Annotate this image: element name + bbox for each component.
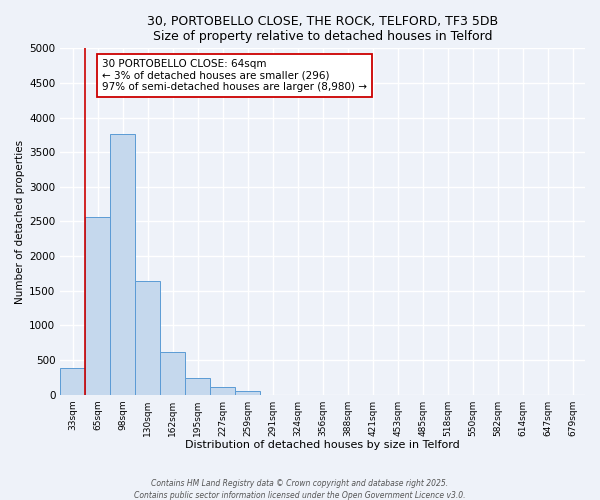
X-axis label: Distribution of detached houses by size in Telford: Distribution of detached houses by size …: [185, 440, 460, 450]
Bar: [235, 391, 260, 394]
Bar: [135, 281, 160, 394]
Title: 30, PORTOBELLO CLOSE, THE ROCK, TELFORD, TF3 5DB
Size of property relative to de: 30, PORTOBELLO CLOSE, THE ROCK, TELFORD,…: [147, 15, 498, 43]
Text: 30 PORTOBELLO CLOSE: 64sqm
← 3% of detached houses are smaller (296)
97% of semi: 30 PORTOBELLO CLOSE: 64sqm ← 3% of detac…: [102, 58, 367, 92]
Bar: [160, 352, 185, 395]
Y-axis label: Number of detached properties: Number of detached properties: [15, 140, 25, 304]
Bar: [210, 388, 235, 394]
Bar: [110, 134, 135, 394]
Bar: [85, 216, 110, 394]
Text: Contains HM Land Registry data © Crown copyright and database right 2025.
Contai: Contains HM Land Registry data © Crown c…: [134, 478, 466, 500]
Bar: [60, 368, 85, 394]
Bar: [185, 378, 210, 394]
